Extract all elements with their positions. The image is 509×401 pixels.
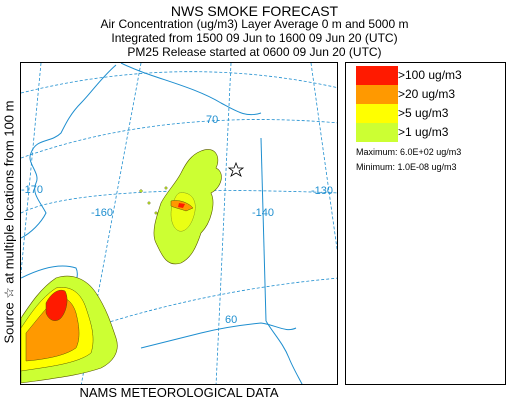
legend-item-5: >5 ug/m3 (356, 104, 504, 123)
legend-item-20: >20 ug/m3 (356, 85, 504, 104)
subtitle-integration: Integrated from 1500 09 Jun to 1600 09 J… (111, 31, 398, 45)
lon-label-160: -160 (91, 207, 113, 219)
lon-label-130: -130 (311, 185, 333, 197)
source-star-icon (227, 161, 245, 177)
legend-item-1: >1 ug/m3 (356, 123, 504, 142)
side-label-height: from 100 m (1, 100, 17, 167)
legend-minimum: Minimum: 1.0E-08 ug/m3 (356, 162, 457, 172)
legend-label: >5 ug/m3 (398, 106, 449, 120)
legend-box: >100 ug/m3 >20 ug/m3 >5 ug/m3 >1 ug/m3 M… (345, 62, 506, 385)
legend-label: >1 ug/m3 (398, 125, 449, 139)
legend-item-100: >100 ug/m3 (356, 66, 504, 85)
interior-smoke-plume (139, 149, 222, 265)
legend-swatch (356, 104, 398, 123)
lat-label-60: 60 (225, 314, 237, 326)
subtitle-concentration: Air Concentration (ug/m3) Layer Average … (100, 17, 409, 31)
meteorological-data-label: NAMS METEOROLOGICAL DATA (79, 385, 279, 400)
map-frame[interactable]: -170 -160 -140 -130 70 60 (20, 62, 338, 385)
legend-swatch (356, 66, 398, 85)
lon-label-140: -140 (252, 207, 274, 219)
legend-swatch (356, 85, 398, 104)
legend-swatch (356, 123, 398, 142)
map-canvas: -170 -160 -140 -130 70 60 (21, 63, 337, 384)
source-side-label: Source ☆ at multiple locations from 100 … (2, 101, 18, 344)
side-label-source: Source ☆ (1, 287, 17, 344)
subtitle-release: PM25 Release started at 0600 09 Jun 20 (… (127, 45, 382, 59)
map-title: NWS SMOKE FORECAST (170, 3, 339, 19)
lon-label-170: -170 (21, 184, 43, 196)
legend-label: >20 ug/m3 (398, 87, 456, 101)
side-label-locations: at multiple locations (1, 169, 17, 284)
legend-maximum: Maximum: 6.0E+02 ug/m3 (356, 147, 462, 157)
lat-label-70: 70 (206, 114, 218, 126)
legend-label: >100 ug/m3 (398, 68, 462, 82)
southwest-smoke-plume (21, 275, 118, 384)
